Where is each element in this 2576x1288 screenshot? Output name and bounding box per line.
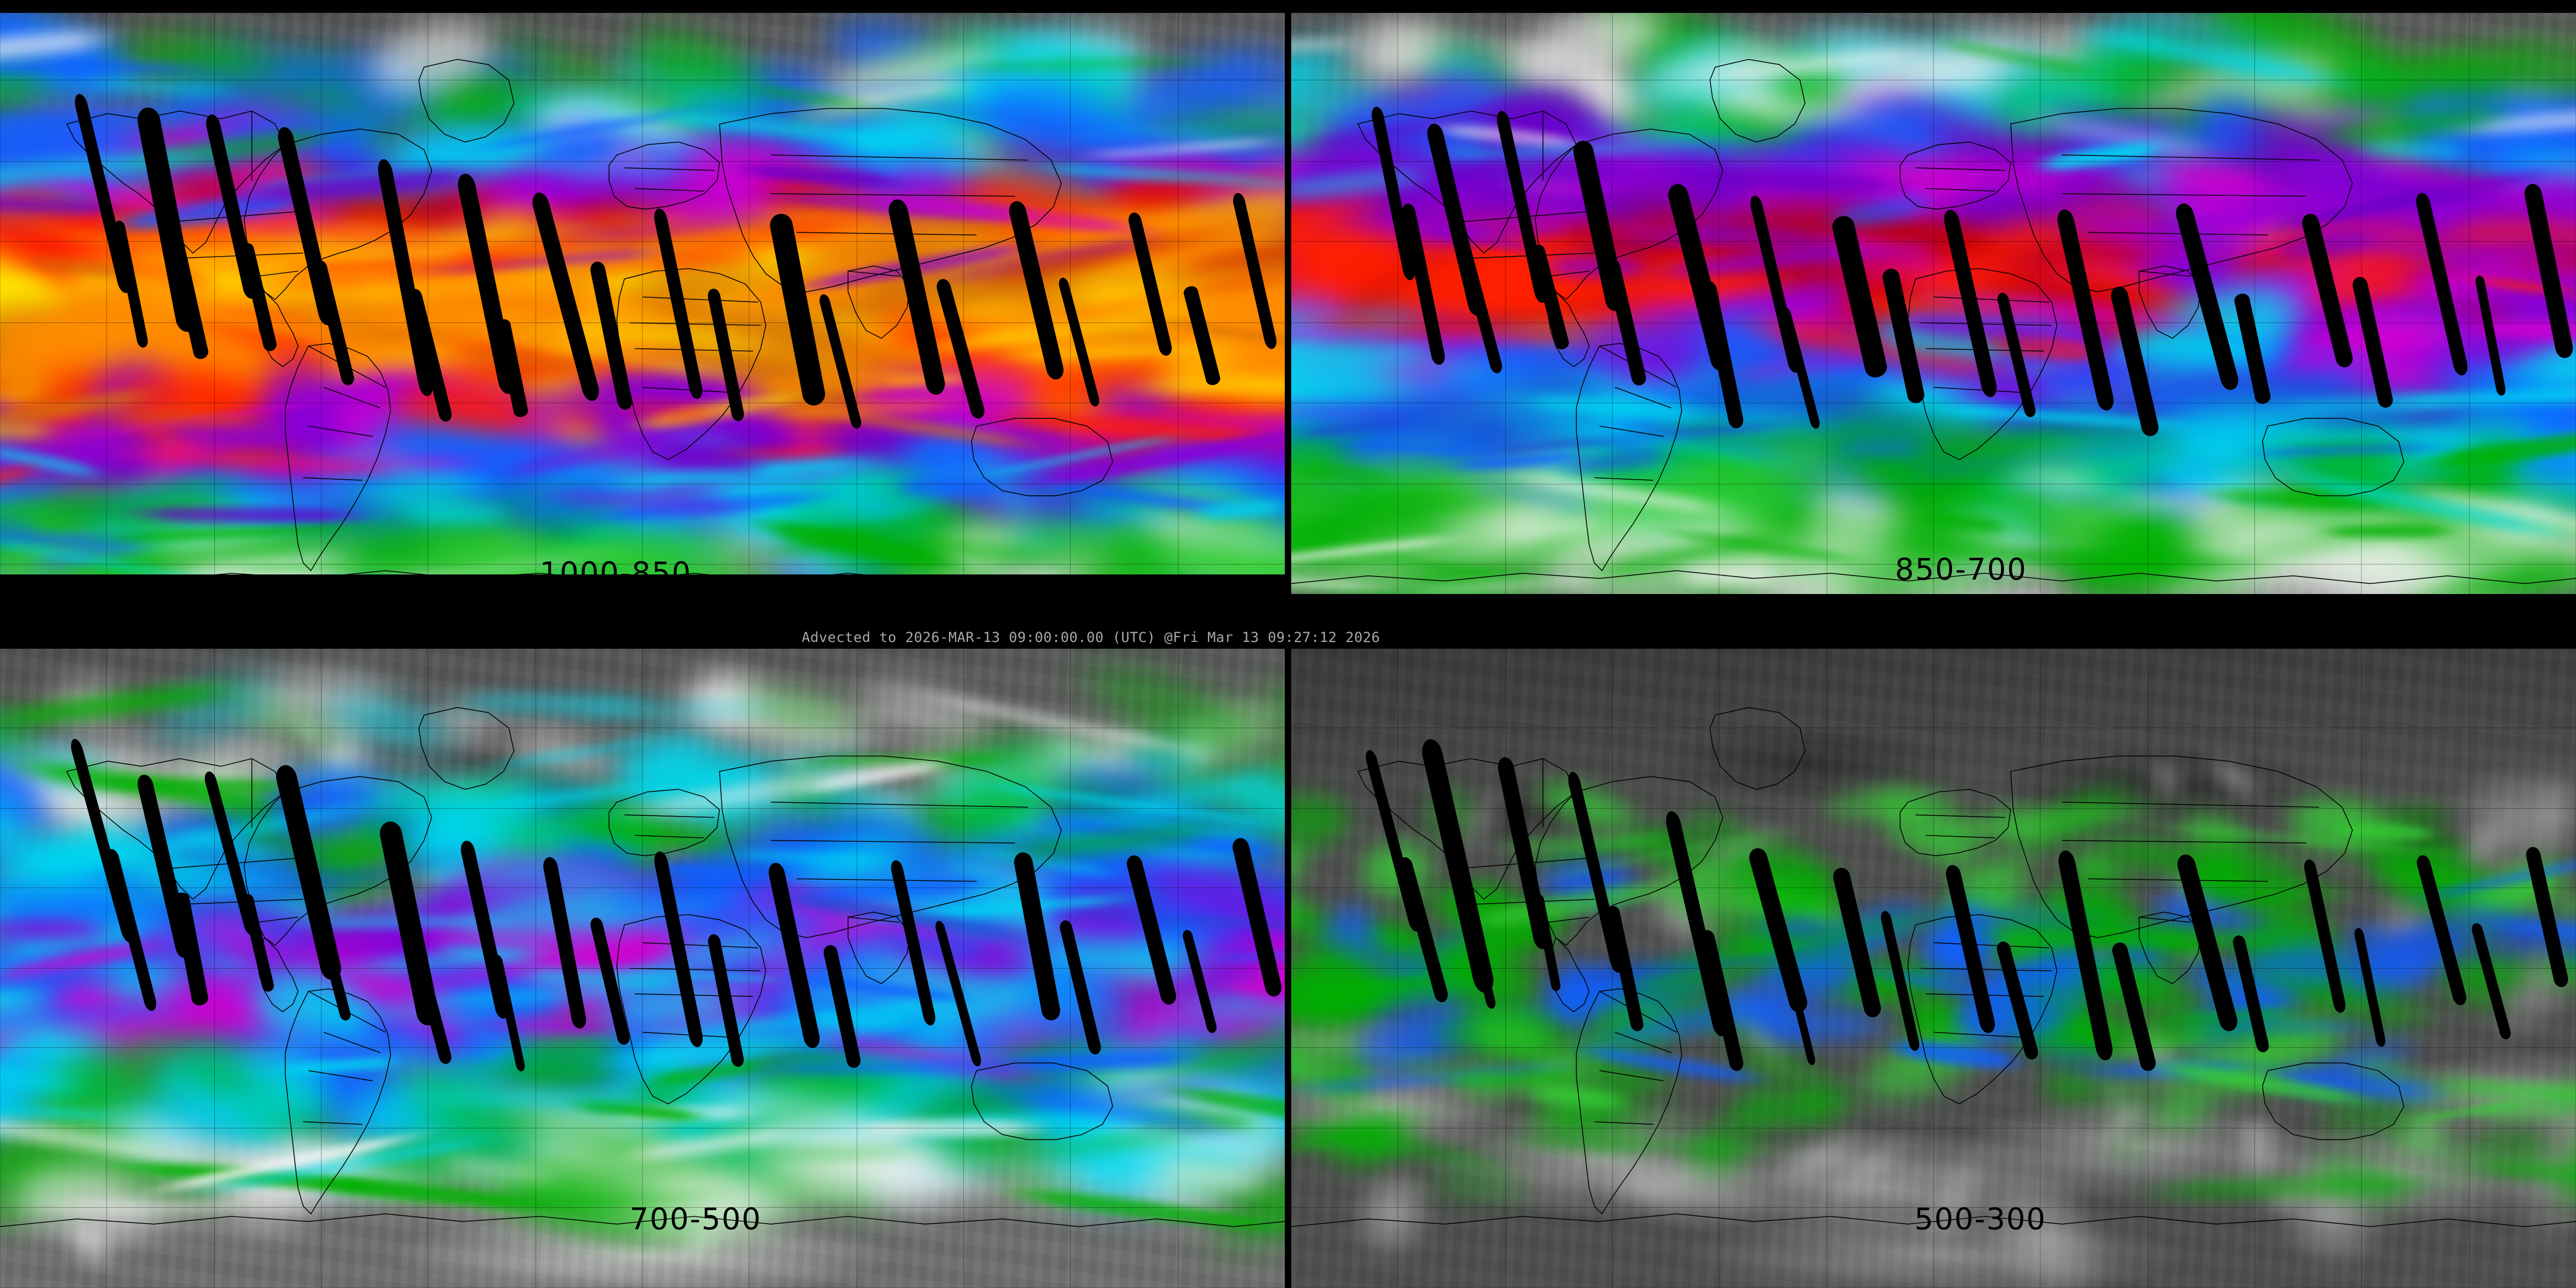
panel-bottom-right: 500-300 (1291, 649, 2576, 1288)
panel-divider-horizontal (0, 646, 2576, 649)
layer-label-1000-850: 1000-850 (539, 555, 691, 590)
timestamp-text: Advected to 2026-MAR-13 09:00:00.00 (UTC… (802, 630, 1380, 646)
layer-label-850-700: 850-700 (1895, 552, 2027, 587)
layer-label-700-500: 700-500 (630, 1201, 761, 1236)
layer-label-500-300: 500-300 (1914, 1201, 2046, 1236)
figure-root: 1000-850 850-700 700-500 (0, 0, 2576, 1288)
panel-top-left: 1000-850 (0, 0, 1285, 646)
panel-bottom-left: 700-500 (0, 649, 1285, 1288)
panel-top-right: 850-700 (1291, 0, 2576, 646)
